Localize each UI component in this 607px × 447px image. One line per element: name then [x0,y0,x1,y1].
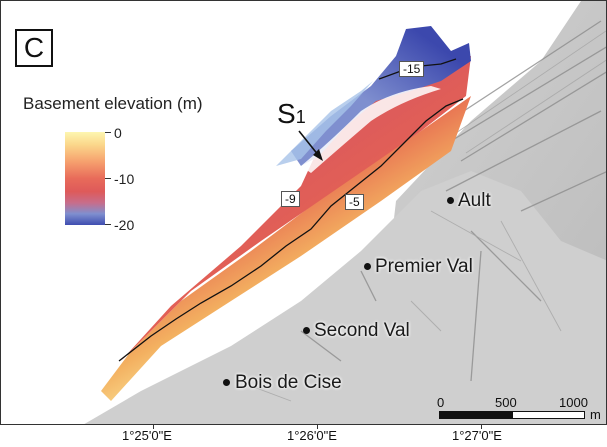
map-canvas [84,1,606,424]
basement-band-shore [101,96,471,401]
place-label-second-val: Second Val [314,320,410,341]
scale-label-500: 500 [495,395,517,410]
feature-label-s1: S1 [277,98,306,130]
legend-title: Basement elevation (m) [23,94,203,113]
scale-unit: m [590,407,601,422]
scale-bar-dark [439,411,512,419]
basement-band-deep [291,26,471,166]
legend-tick-top [105,132,111,133]
cliff-ridges [300,20,606,382]
panel-letter: C [15,29,53,67]
contour-label-minus-15: -15 [399,61,425,77]
legend-tick-label-10: -10 [114,171,135,187]
land-relief-west [84,171,606,424]
scale-label-1000: 1000 [559,395,588,410]
light-blue-fringe [276,81,373,166]
feature-label-main: S [277,98,296,129]
place-dot-ault [447,197,454,204]
basement-band-inner [121,56,471,361]
place-dot-second-val [303,327,310,334]
axis-tick-3 [481,424,482,429]
place-label-ault: Ault [458,190,491,211]
axis-tick-2 [317,424,318,429]
legend-tick-bottom [105,224,111,225]
legend-tick-mid [105,178,111,179]
place-dot-premier-val [364,263,371,270]
contour-minus-5 [118,98,464,362]
legend-tick-label-0: 0 [114,125,122,141]
axis-label-lon-3: 1°27'0"E [452,428,502,443]
place-label-premier-val: Premier Val [375,256,473,277]
contour-label-minus-9: -9 [281,191,300,207]
map-frame: C Basement elevation (m) 0 -10 -20 S1 -1… [0,0,607,425]
cliff-ridges-fine [250,30,606,402]
scale-label-0: 0 [437,395,445,410]
legend-tick-label-20: -20 [114,217,135,233]
scale-bar-light [512,411,585,419]
feature-label-sub: 1 [295,107,306,127]
axis-label-lon-1: 1°25'0"E [122,428,172,443]
axis-label-lon-2: 1°26'0"E [287,428,337,443]
legend-color-ramp [65,132,105,225]
feature-arrow [298,130,323,161]
place-dot-bois-de-cise [223,379,230,386]
contour-label-minus-5: -5 [345,194,364,210]
axis-tick-1 [153,424,154,429]
white-channel [301,86,441,173]
place-label-bois-de-cise: Bois de Cise [235,372,342,393]
